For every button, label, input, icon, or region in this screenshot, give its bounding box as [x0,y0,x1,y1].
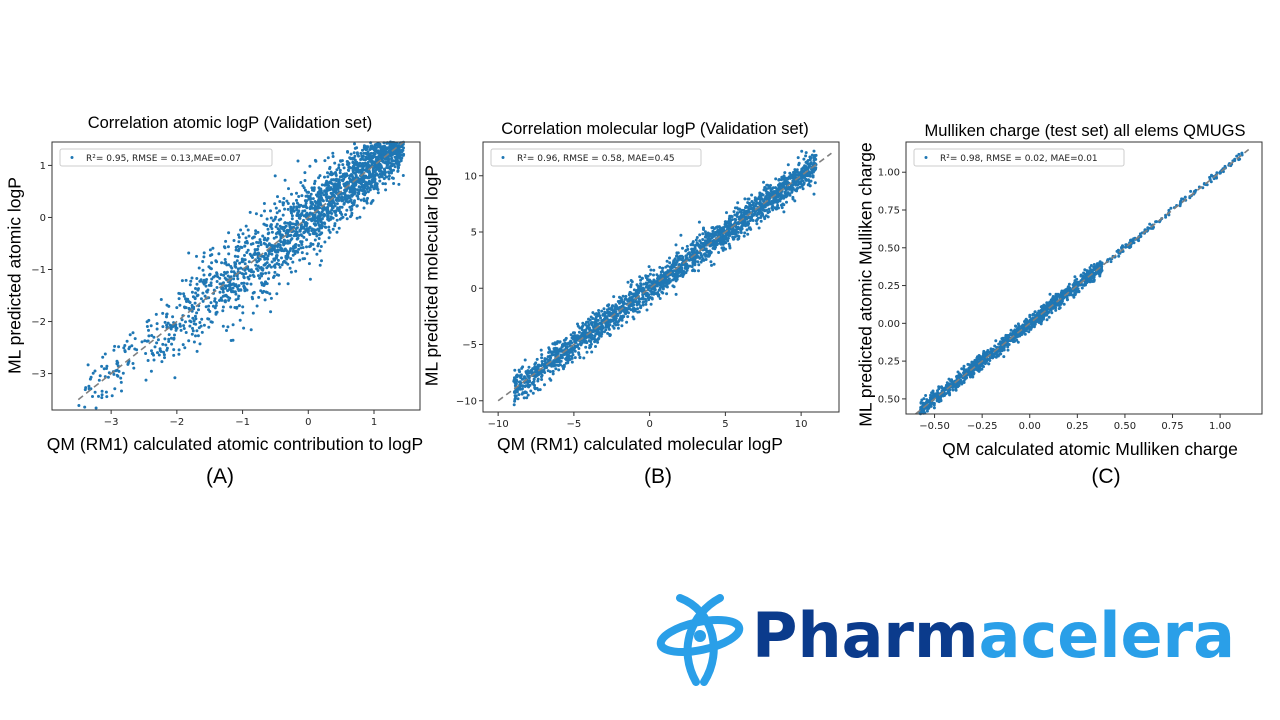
y-tick-label: −10 [456,396,477,407]
x-tick-label: −0.25 [967,421,998,432]
panel-label-c: (C) [1091,465,1121,488]
x-tick-label: 0.75 [1161,421,1183,432]
x-tick-label: 0.00 [1019,421,1041,432]
pharmacelera-logo: Pharmacelera [650,590,1250,690]
legend-text: R²= 0.98, RMSE = 0.02, MAE=0.01 [940,154,1098,164]
plot-border [482,141,840,413]
y-tick-label: −5 [462,340,477,351]
legend-box [59,148,273,167]
panel-label-b: (B) [644,465,672,488]
x-tick-label: −1 [235,417,250,428]
scatter-plot-c: −0.50 −0.25 0.00 0.25 0.50 0.75 1.00 0.50 0.25 0.… [878,141,1263,432]
x-tick-label: 0 [305,417,311,428]
y-tick-label: 0.00 [878,319,900,330]
chart-title-c: Mulliken charge (test set) all elems QMU… [924,122,1246,140]
x-tick-label: 1 [371,417,377,428]
x-tick-label: 0 [646,419,652,430]
y-tick-label: 0.75 [878,206,900,217]
atom-logo-icon [656,594,744,686]
panel-label-a: (A) [206,465,234,488]
y-tick-label: −2 [31,317,46,328]
chart-title-b: Correlation molecular logP (Validation s… [501,120,809,138]
legend-text: R²= 0.95, RMSE = 0.13,MAE=0.07 [86,154,241,164]
y-axis-label-a: ML predicted atomic logP [4,177,25,374]
plot-border [905,141,1263,415]
identity-line [497,152,832,402]
y-tick-label: 0.25 [878,357,900,368]
y-tick-label: 1.00 [878,168,900,179]
x-tick-label: 5 [722,419,728,430]
x-tick-label: 10 [795,419,808,430]
y-axis-label-b: ML predicted molecular logP [421,164,442,387]
legend-marker [501,156,505,159]
y-tick-label: 0 [40,213,46,224]
chart-title-a: Correlation atomic logP (Validation set) [87,114,373,132]
x-tick-label: −5 [567,419,582,430]
scatter-plot-b: −10 −5 0 5 10 −10 −5 0 5 10 R²= 0.96, RMSE = 0.58,… [456,141,840,430]
logo-text-dark: Pharm [752,599,979,672]
data-points [77,140,406,410]
y-tick-label: −3 [31,369,46,380]
x-tick-label: −10 [488,419,509,430]
x-axis-label-c: QM calculated atomic Mulliken charge [942,439,1238,459]
scatter-plot-a: −3 −2 −1 0 1 −3 −2 −1 0 1 R²= 0.95, RMSE = 0.13,MA… [31,140,421,428]
y-tick-label: 1 [40,161,46,172]
x-tick-label: 0.50 [1114,421,1136,432]
legend-marker [70,156,74,159]
x-tick-label: −2 [169,417,184,428]
legend-text: R²= 0.96, RMSE = 0.58, MAE=0.45 [517,154,675,164]
y-tick-label: 0.50 [878,394,900,405]
legend-box [913,148,1125,167]
x-axis-label-a: QM (RM1) calculated atomic contribution … [46,434,424,454]
x-axis-label-b: QM (RM1) calculated molecular logP [497,434,783,454]
y-tick-label: −1 [31,265,46,276]
plot-border [51,141,421,411]
x-tick-label: −0.50 [919,421,950,432]
x-tick-label: 1.00 [1209,421,1231,432]
identity-line [915,148,1250,415]
legend-box [490,148,702,167]
y-tick-label: 0 [471,284,477,295]
y-tick-label: 5 [471,228,477,239]
logo-wordmark: Pharmacelera [752,596,1235,676]
logo-text-light: acelera [978,599,1235,672]
y-tick-label: 0.50 [878,243,900,254]
legend-marker [924,156,928,159]
x-tick-label: −3 [104,417,119,428]
x-tick-label: 0.25 [1066,421,1088,432]
y-tick-label: 0.25 [878,281,900,292]
y-axis-label-c: ML predicted atomic Mulliken charge [855,142,876,427]
y-tick-label: 10 [464,171,477,182]
